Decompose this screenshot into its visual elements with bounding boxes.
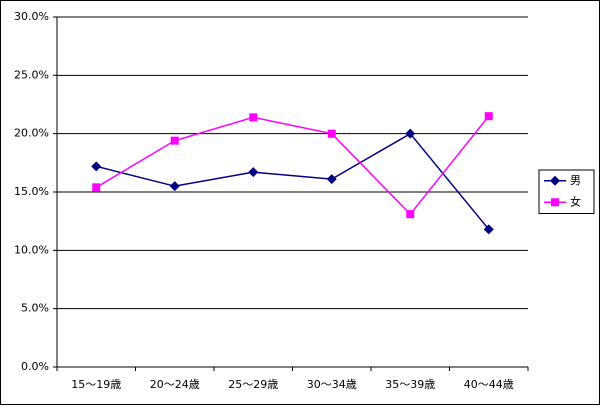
legend-label: 男 [570,174,581,187]
marker [249,113,258,122]
marker [551,198,559,207]
line [96,132,490,230]
y-tick-label: 20.0% [14,127,49,140]
marker [327,129,336,138]
marker [169,181,180,192]
y-tick-label: 0.0% [21,360,49,373]
marker [91,161,102,172]
y-tick-label: 15.0% [14,185,49,198]
legend-label: 女 [570,194,581,208]
y-tick-label: 5.0% [21,302,49,315]
marker [483,224,494,235]
x-tick-label: 35～39歳 [385,378,435,391]
marker [170,136,179,145]
x-tick-label: 30～34歳 [307,378,357,391]
y-tick-label: 25.0% [14,68,49,81]
x-tick-label: 25～29歳 [228,378,278,391]
y-tick-label: 30.0% [14,10,49,23]
x-tick-label: 15～19歳 [71,378,121,391]
marker [484,112,493,121]
x-tick-label: 20～24歳 [150,378,200,391]
x-tick-label: 40～44歳 [464,378,514,391]
marker [405,128,416,139]
marker [92,183,101,192]
marker [406,210,415,219]
marker [248,167,259,178]
y-tick-label: 10.0% [14,243,49,256]
marker [550,175,560,186]
marker [326,174,337,185]
line [95,115,490,216]
legend-box [538,169,595,214]
